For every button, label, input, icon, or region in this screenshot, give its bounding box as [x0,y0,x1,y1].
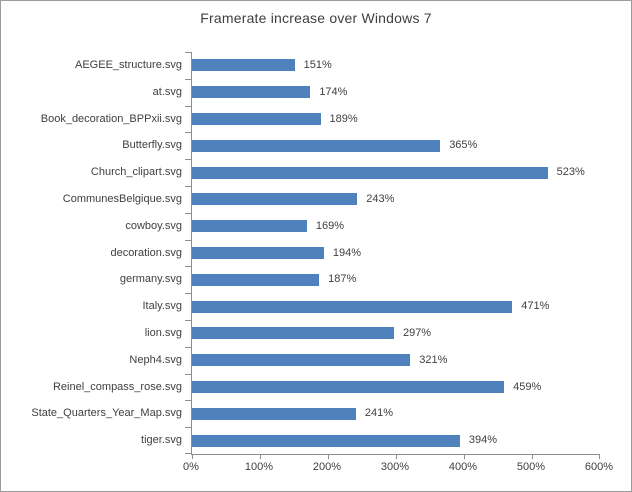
y-axis-tick [185,159,191,161]
x-axis-tick [532,455,533,459]
y-axis-tick [185,346,191,348]
x-tick-label: 400% [448,461,478,473]
y-axis-tick [185,427,191,429]
data-label: 365% [449,139,478,152]
data-label: 151% [303,59,332,71]
x-tick-label: 300% [380,461,410,473]
category-label: Butterfly.svg [122,139,182,152]
category-label: lion.svg [144,327,182,339]
x-axis-labels: 0% 100% 200% 300% 400% 500% 600% [183,461,613,477]
category-label: germany.svg [119,273,182,286]
data-label: 189% [329,112,358,125]
y-axis-tick [185,400,191,402]
data-label: 297% [402,327,432,339]
y-axis-tick [185,186,191,187]
x-tick-label: 200% [312,461,342,473]
data-label: 187% [328,273,357,286]
bar [192,407,356,420]
x-tick-label: 600% [584,461,614,473]
bar [192,354,411,367]
bar [192,327,394,340]
category-label: Italy.svg [142,300,182,313]
category-label: Book_decoration_BPPxii.svg [40,112,182,125]
x-axis-tick [260,455,261,459]
category-label: CommunesBelgique.svg [62,193,182,205]
data-label: 459% [513,380,542,393]
bar [192,273,320,286]
x-tick-label: 0% [183,461,199,473]
bar [192,381,505,393]
data-label: 169% [315,219,345,232]
bar [192,113,321,125]
y-axis-tick [185,52,191,53]
category-label: AEGEE_structure.svg [75,59,182,71]
data-label: 471% [521,300,550,313]
plot-area: 151% 174% 189% 365% 523% 243% 169% 194% 187% 471%… [185,52,600,459]
data-label: 243% [366,193,395,205]
x-axis-tick [599,455,600,459]
bar [192,300,513,313]
x-axis-tick [192,455,193,459]
bar [192,247,324,259]
bar [192,220,307,233]
data-label: 321% [419,353,448,366]
y-axis-tick [185,373,191,375]
y-axis-tick [185,212,191,214]
category-label: decoration.svg [110,246,182,259]
category-label: Reinel_compass_rose.svg [52,380,182,393]
bar [192,193,358,206]
data-label: 174% [319,85,348,98]
data-label: 194% [332,246,362,259]
bar [192,139,441,152]
category-axis-labels: AEGEE_structure.svg at.svg Book_decoration… [1,52,182,454]
x-axis-tick [464,455,465,459]
y-axis-tick [185,293,191,295]
y-axis-tick [185,239,191,241]
category-label: Neph4.svg [129,353,182,366]
category-label: cowboy.svg [125,219,182,232]
x-axis-tick [328,455,329,459]
bar [192,59,295,72]
chart-title: Framerate increase over Windows 7 [200,10,432,26]
y-axis-tick [185,78,191,80]
category-label: Church_clipart.svg [90,166,182,179]
y-axis-tick [185,132,191,134]
category-label: tiger.svg [141,434,182,447]
y-axis-tick [185,266,191,268]
data-label: 241% [364,407,394,420]
y-axis-tick [185,320,191,321]
bar [192,166,548,179]
category-label: at.svg [152,85,182,98]
y-axis-tick [185,453,191,454]
bar [192,86,311,99]
x-tick-label: 500% [516,461,546,473]
x-tick-label: 100% [244,461,274,473]
data-label: 523% [556,166,585,179]
x-axis-tick [396,455,397,459]
data-label: 394% [468,434,498,447]
y-axis-tick [185,105,191,107]
bar [192,434,460,447]
category-label: State_Quarters_Year_Map.svg [31,407,182,420]
